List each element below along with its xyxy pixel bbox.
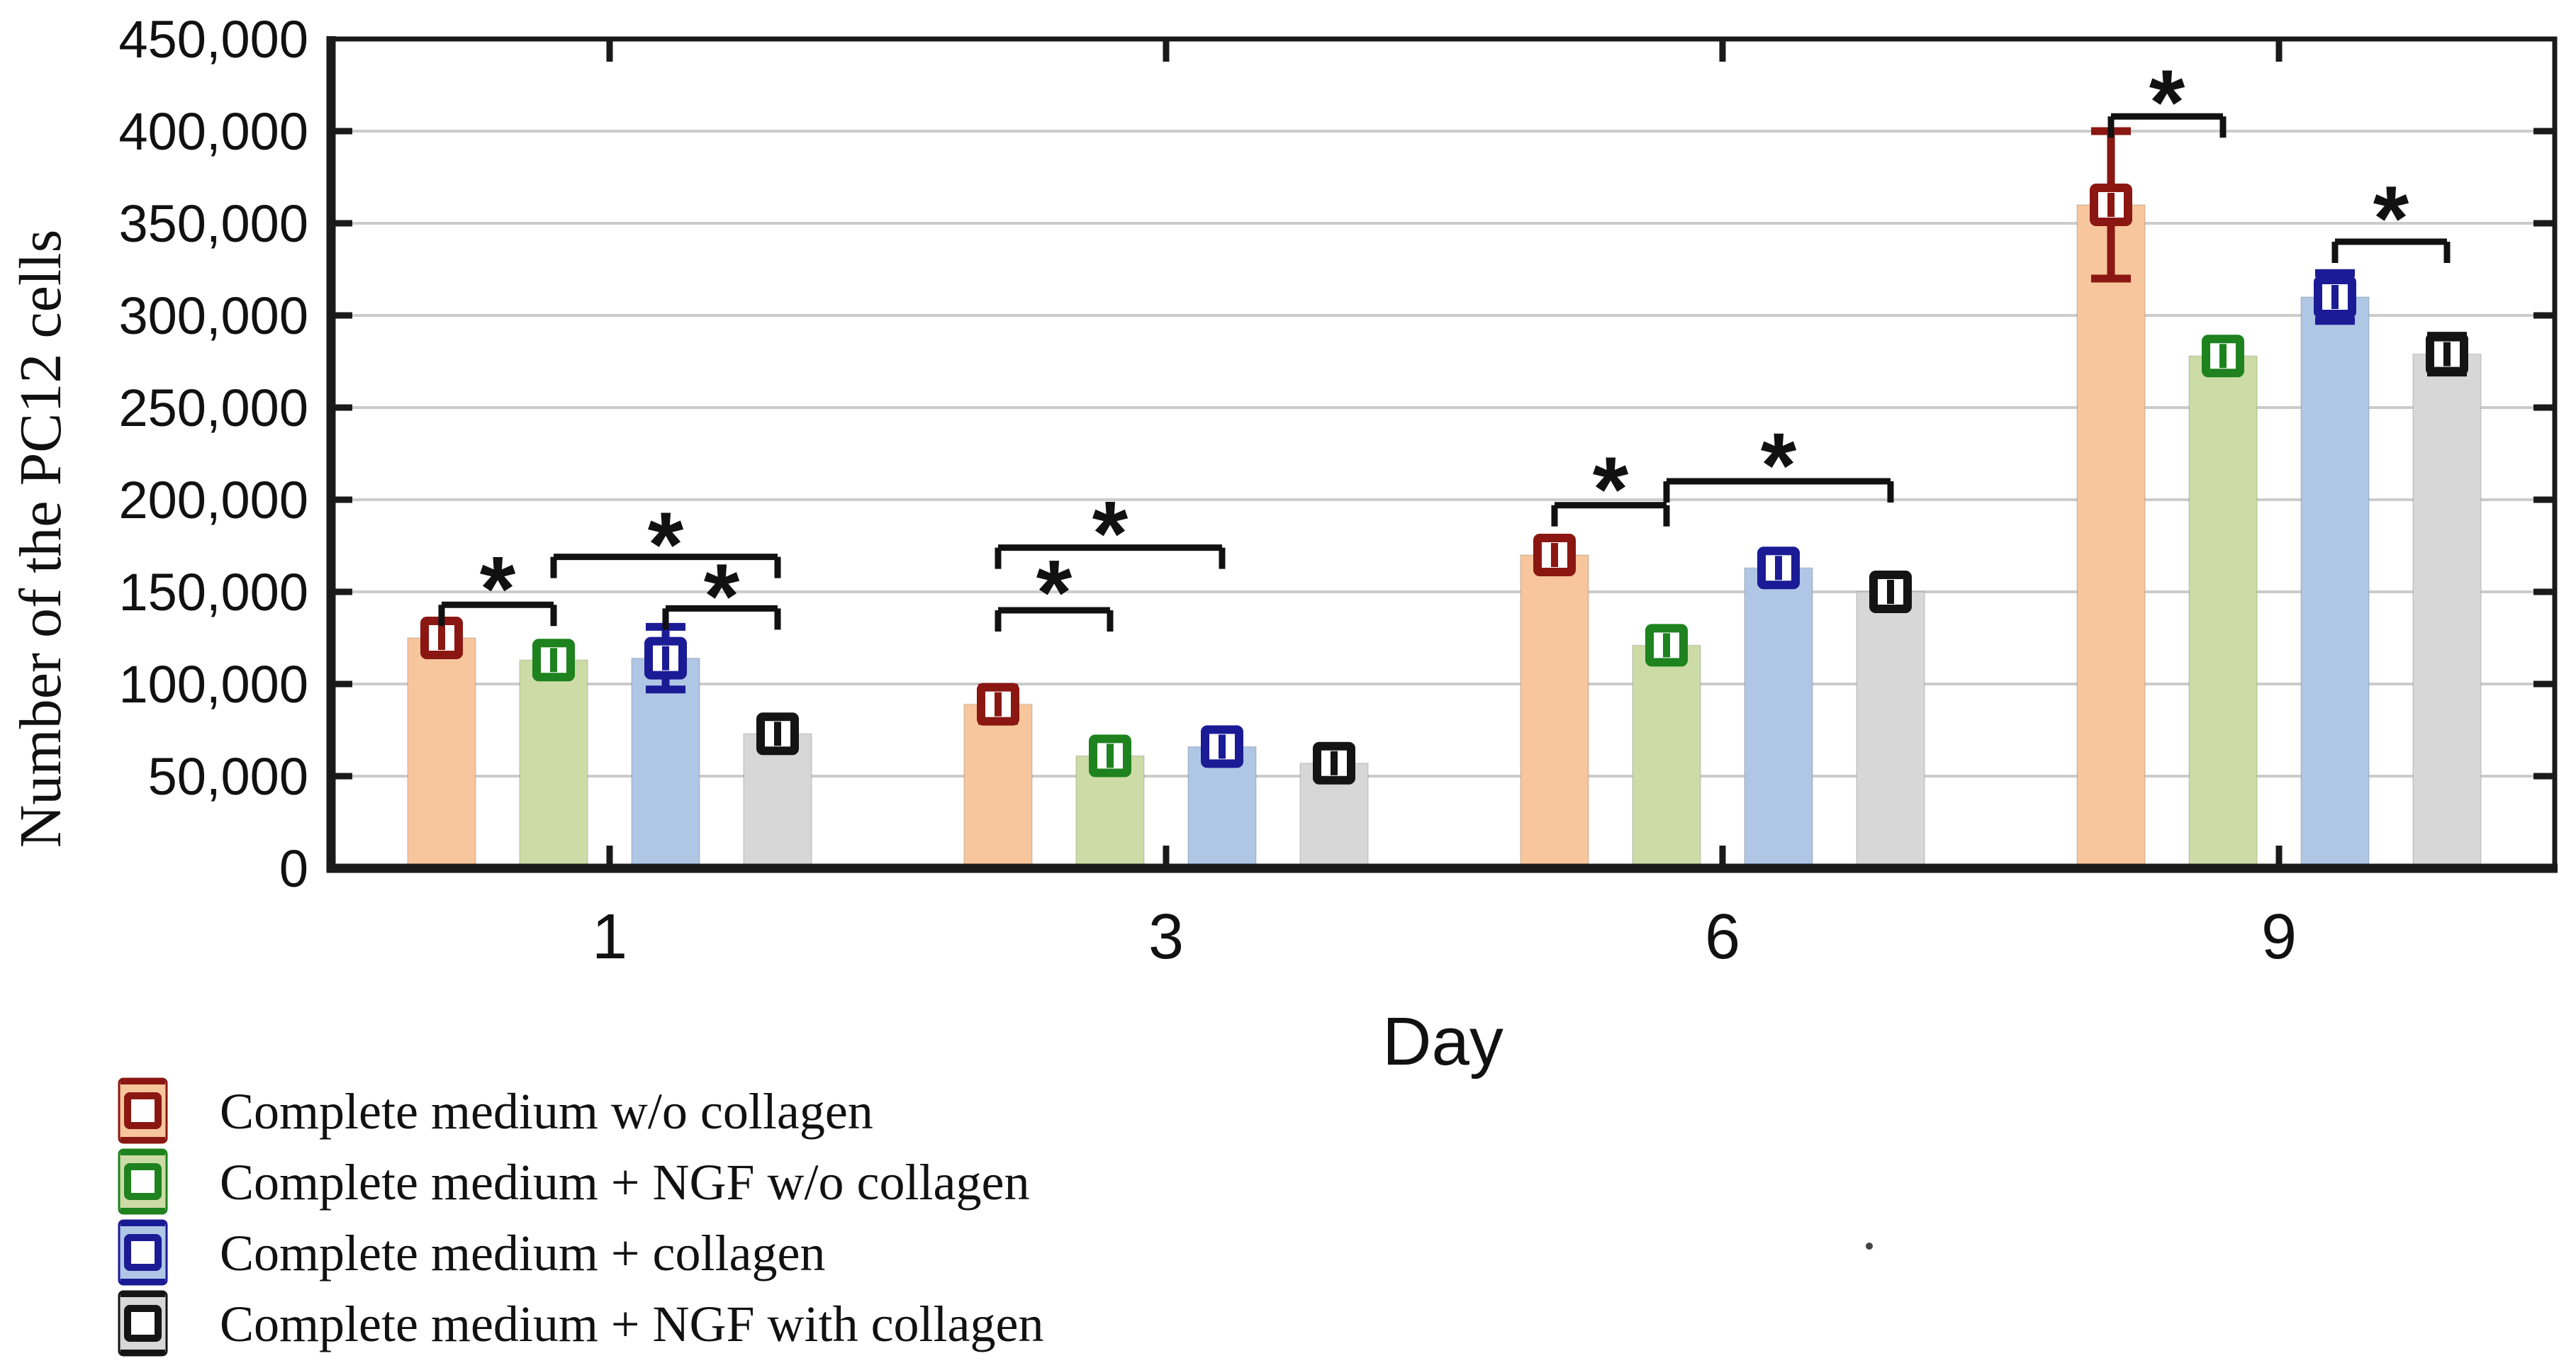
y-tick-label: 350,000 [119,194,309,253]
gridlines-group [331,130,2555,778]
significance-bracket-5: * [1551,437,1670,541]
legend-item-0: Complete medium w/o collagen [118,1077,873,1144]
error-bar-day9-series0 [2090,127,2132,283]
legend-item-3: Complete medium + NGF with collagen [118,1290,1043,1357]
legend-marker-square [124,1234,162,1271]
error-bar-day1-series1 [532,639,575,682]
significance-bracket-2: * [662,544,781,648]
legend-marker-square [124,1163,162,1200]
significance-asterisk: * [2149,50,2185,154]
error-bar-day6-series3 [1869,571,1912,613]
error-bar-day3-series1 [1089,734,1131,778]
significance-asterisk: * [1761,413,1797,517]
y-tick-label: 100,000 [119,655,309,714]
significance-asterisk: * [1036,541,1073,644]
error-bar-day6-series2 [1757,546,1800,590]
significance-bracket-3: * [995,541,1114,644]
significance-bracket-0: * [438,537,557,640]
error-bar-day6-series0 [1533,534,1576,576]
error-bar-day3-series0 [977,683,1019,726]
significance-bracket-7: * [2107,50,2227,154]
bar-day9-series2 [2300,296,2370,869]
error-bar-day1-series0 [420,617,463,659]
bar-day1-series3 [743,733,812,869]
bars-group [407,204,2482,870]
y-tick-label: 50,000 [148,747,308,806]
stray-dot [1866,1243,1873,1250]
legend-item-1: Complete medium + NGF w/o collagen [118,1148,1029,1215]
bar-day6-series0 [1520,554,1589,869]
bar-day9-series1 [2188,355,2258,869]
significance-bracket-6: * [1663,413,1894,517]
x-tick-label-day-6: 6 [1705,902,1740,972]
legend-item-2: Complete medium + collagen [118,1219,825,1286]
error-bar-day1-series3 [756,712,799,756]
legend: Complete medium w/o collagen Complete med… [118,1077,1043,1357]
y-axis-title: Number of the PC12 cells [8,230,74,848]
significance-asterisk: * [480,537,516,640]
legend-label: Complete medium w/o collagen [220,1083,873,1140]
bar-day1-series0 [407,637,476,869]
bar-day9-series3 [2412,353,2482,870]
bar-day6-series3 [1856,591,1925,869]
significance-bracket-8: * [2331,167,2451,270]
x-tick-label-day-1: 1 [592,902,627,972]
x-axis-title: Day [1382,1004,1503,1080]
legend-label: Complete medium + NGF with collagen [220,1296,1043,1352]
error-bars-group [420,127,2468,785]
error-bar-day3-series3 [1313,741,1355,785]
significance-asterisk: * [1593,437,1629,541]
bar-day3-series0 [963,703,1033,869]
bar-day6-series2 [1744,567,1813,869]
y-tick-label: 450,000 [119,10,309,69]
significance-group: * * * ** * *** [438,50,2451,648]
axis-labels-group: 0 50,000 100,000 150,000 200,000 250,000 300,0… [8,10,2297,1080]
error-bar-day9-series3 [2426,332,2468,377]
significance-asterisk: * [2373,167,2409,270]
x-tick-label-day-3: 3 [1148,902,1184,972]
legend-marker-square [124,1305,162,1342]
error-bar-day9-series2 [2314,269,2356,325]
error-bar-day6-series1 [1645,624,1688,667]
significance-asterisk: * [704,544,740,648]
significance-bracket-1: * [550,493,781,596]
bar-day1-series1 [519,659,588,869]
error-bar-day3-series2 [1201,725,1243,768]
bar-day6-series1 [1632,644,1701,870]
bar-day9-series0 [2076,204,2146,869]
significance-bracket-4: * [995,481,1226,585]
significance-asterisk: * [648,493,684,596]
legend-marker-square [124,1092,162,1129]
plot-frame-group [326,36,2558,873]
y-tick-label: 150,000 [119,563,309,622]
legend-label: Complete medium + NGF w/o collagen [220,1154,1029,1211]
y-tick-label: 300,000 [119,286,309,345]
legend-label: Complete medium + collagen [220,1225,825,1282]
x-tick-label-day-9: 9 [2261,902,2297,972]
significance-asterisk: * [1092,481,1129,585]
error-bar-day9-series1 [2202,335,2244,378]
y-tick-label: 0 [279,839,308,898]
y-tick-label: 400,000 [119,102,309,161]
y-tick-label: 250,000 [119,379,309,437]
y-tick-label: 200,000 [119,471,309,529]
